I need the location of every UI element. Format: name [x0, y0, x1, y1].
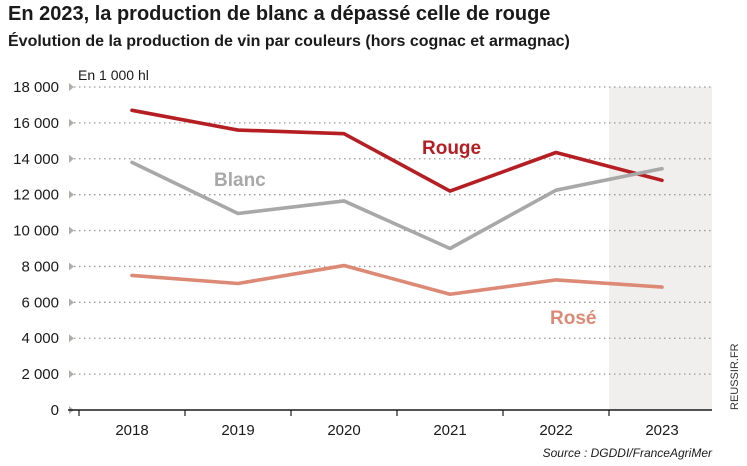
credit-text: REUSSIR.FR	[729, 343, 741, 410]
y-tick-marker	[69, 262, 74, 271]
x-tick-label: 2023	[645, 422, 678, 439]
chart-subtitle: Évolution de la production de vin par co…	[8, 33, 570, 50]
y-tick-marker	[69, 154, 74, 163]
y-tick-label: 8 000	[21, 258, 59, 275]
x-tick-label: 2020	[327, 422, 360, 439]
y-tick-label: 4 000	[21, 330, 59, 347]
y-tick-marker	[69, 334, 74, 343]
y-tick-marker	[69, 226, 74, 235]
y-tick-label: 6 000	[21, 294, 59, 311]
series-line-rose	[130, 263, 664, 297]
y-tick-label: 2 000	[21, 366, 59, 383]
y-tick-label: 18 000	[13, 79, 59, 96]
y-tick-label: 14 000	[13, 151, 59, 168]
y-tick-marker	[69, 118, 74, 127]
y-tick-marker	[69, 298, 74, 307]
x-tick-label: 2022	[539, 422, 572, 439]
y-tick-marker	[69, 370, 74, 379]
series-label: Rouge	[422, 138, 481, 159]
x-tick-label: 2019	[221, 422, 254, 439]
y-tick-label: 12 000	[13, 187, 59, 204]
series-label: Rosé	[550, 308, 596, 329]
y-tick-marker	[69, 190, 74, 199]
series-line-rouge	[130, 108, 664, 193]
y-tick-label: 16 000	[13, 115, 59, 132]
x-tick-label: 2021	[433, 422, 466, 439]
x-tick-label: 2018	[115, 422, 148, 439]
y-tick-marker	[69, 83, 74, 91]
unit-label: En 1 000 hl	[78, 67, 149, 83]
highlight-band-2023	[609, 87, 712, 410]
source-text: Source : DGDDI/FranceAgriMer	[543, 446, 713, 460]
y-tick-label: 10 000	[13, 223, 59, 240]
chart-title: En 2023, la production de blanc a dépass…	[8, 3, 551, 25]
series-label: Blanc	[214, 170, 266, 191]
y-tick-label: 0	[51, 402, 59, 419]
series-line-blanc	[130, 160, 664, 251]
